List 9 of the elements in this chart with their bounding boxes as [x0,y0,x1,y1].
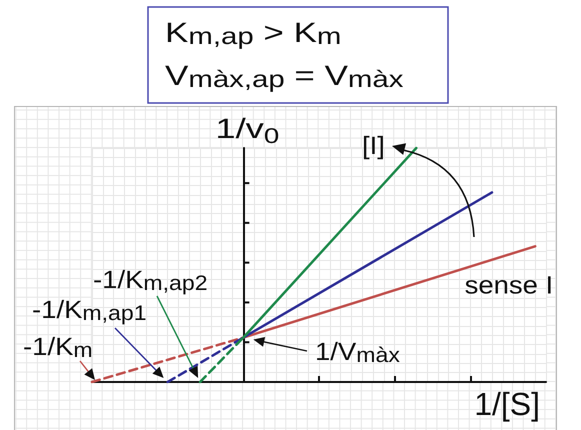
annotation: -1/Km [23,332,93,362]
annotation: -1/Km,ap2 [93,265,208,294]
chart-title: Km,ap > Km Vmàx,ap = Vmàx [165,16,404,92]
series-label: sense I [464,270,554,299]
annotation: [I] [362,131,385,160]
annotation: 1/Vmàx [315,337,400,366]
x-axis-title: 1/[S] [474,386,540,422]
annotation: -1/Km,ap1 [32,295,147,324]
y-axis-title: 1/v$_{0}$ [215,112,280,149]
